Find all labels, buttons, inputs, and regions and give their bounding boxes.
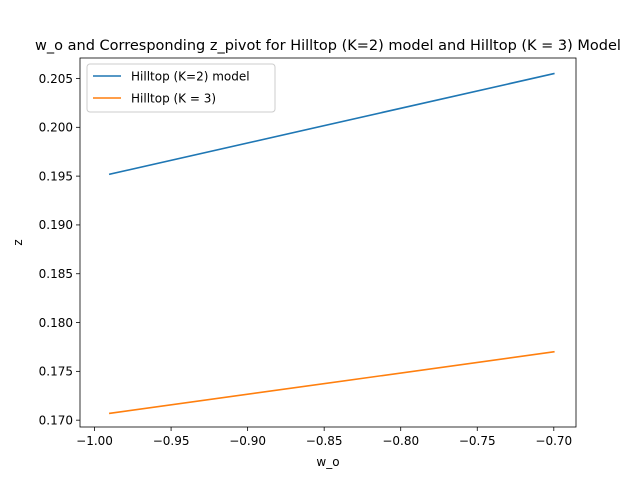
y-tick-label: 0.170: [39, 413, 73, 427]
series-line-2: [108, 350, 555, 415]
y-tick-label: 0.205: [39, 72, 73, 86]
x-tick-label: −0.95: [153, 434, 190, 448]
y-tick-label: 0.190: [39, 218, 73, 232]
legend-label: Hilltop (K = 3): [131, 91, 216, 105]
x-tick-label: −0.80: [382, 434, 419, 448]
series-line-1: [108, 72, 555, 176]
y-tick-label: 0.185: [39, 267, 73, 281]
x-tick-label: −1.00: [76, 434, 113, 448]
legend-box: [86, 63, 276, 113]
legend: Hilltop (K=2) model Hilltop (K = 3): [86, 63, 276, 113]
chart-title: w_o and Corresponding z_pivot for Hillto…: [35, 38, 621, 54]
x-tick-label: −0.70: [535, 434, 572, 448]
series-layer: [108, 72, 555, 415]
y-tick-label: 0.175: [39, 365, 73, 379]
x-axis-label: w_o: [316, 455, 339, 469]
x-tick-label: −0.75: [459, 434, 496, 448]
plot-area-frame: [79, 57, 577, 428]
y-tick-label: 0.200: [39, 121, 73, 135]
x-tick-label: −0.85: [306, 434, 343, 448]
legend-label: Hilltop (K=2) model: [131, 69, 250, 83]
y-axis-label: z: [11, 239, 25, 245]
ticks-layer: −1.00 −0.95 −0.90 −0.85 −0.80 −0.75 −0.70 0.170…: [39, 72, 573, 448]
y-tick-label: 0.180: [39, 316, 73, 330]
x-tick-label: −0.90: [229, 434, 266, 448]
y-tick-label: 0.195: [39, 169, 73, 183]
